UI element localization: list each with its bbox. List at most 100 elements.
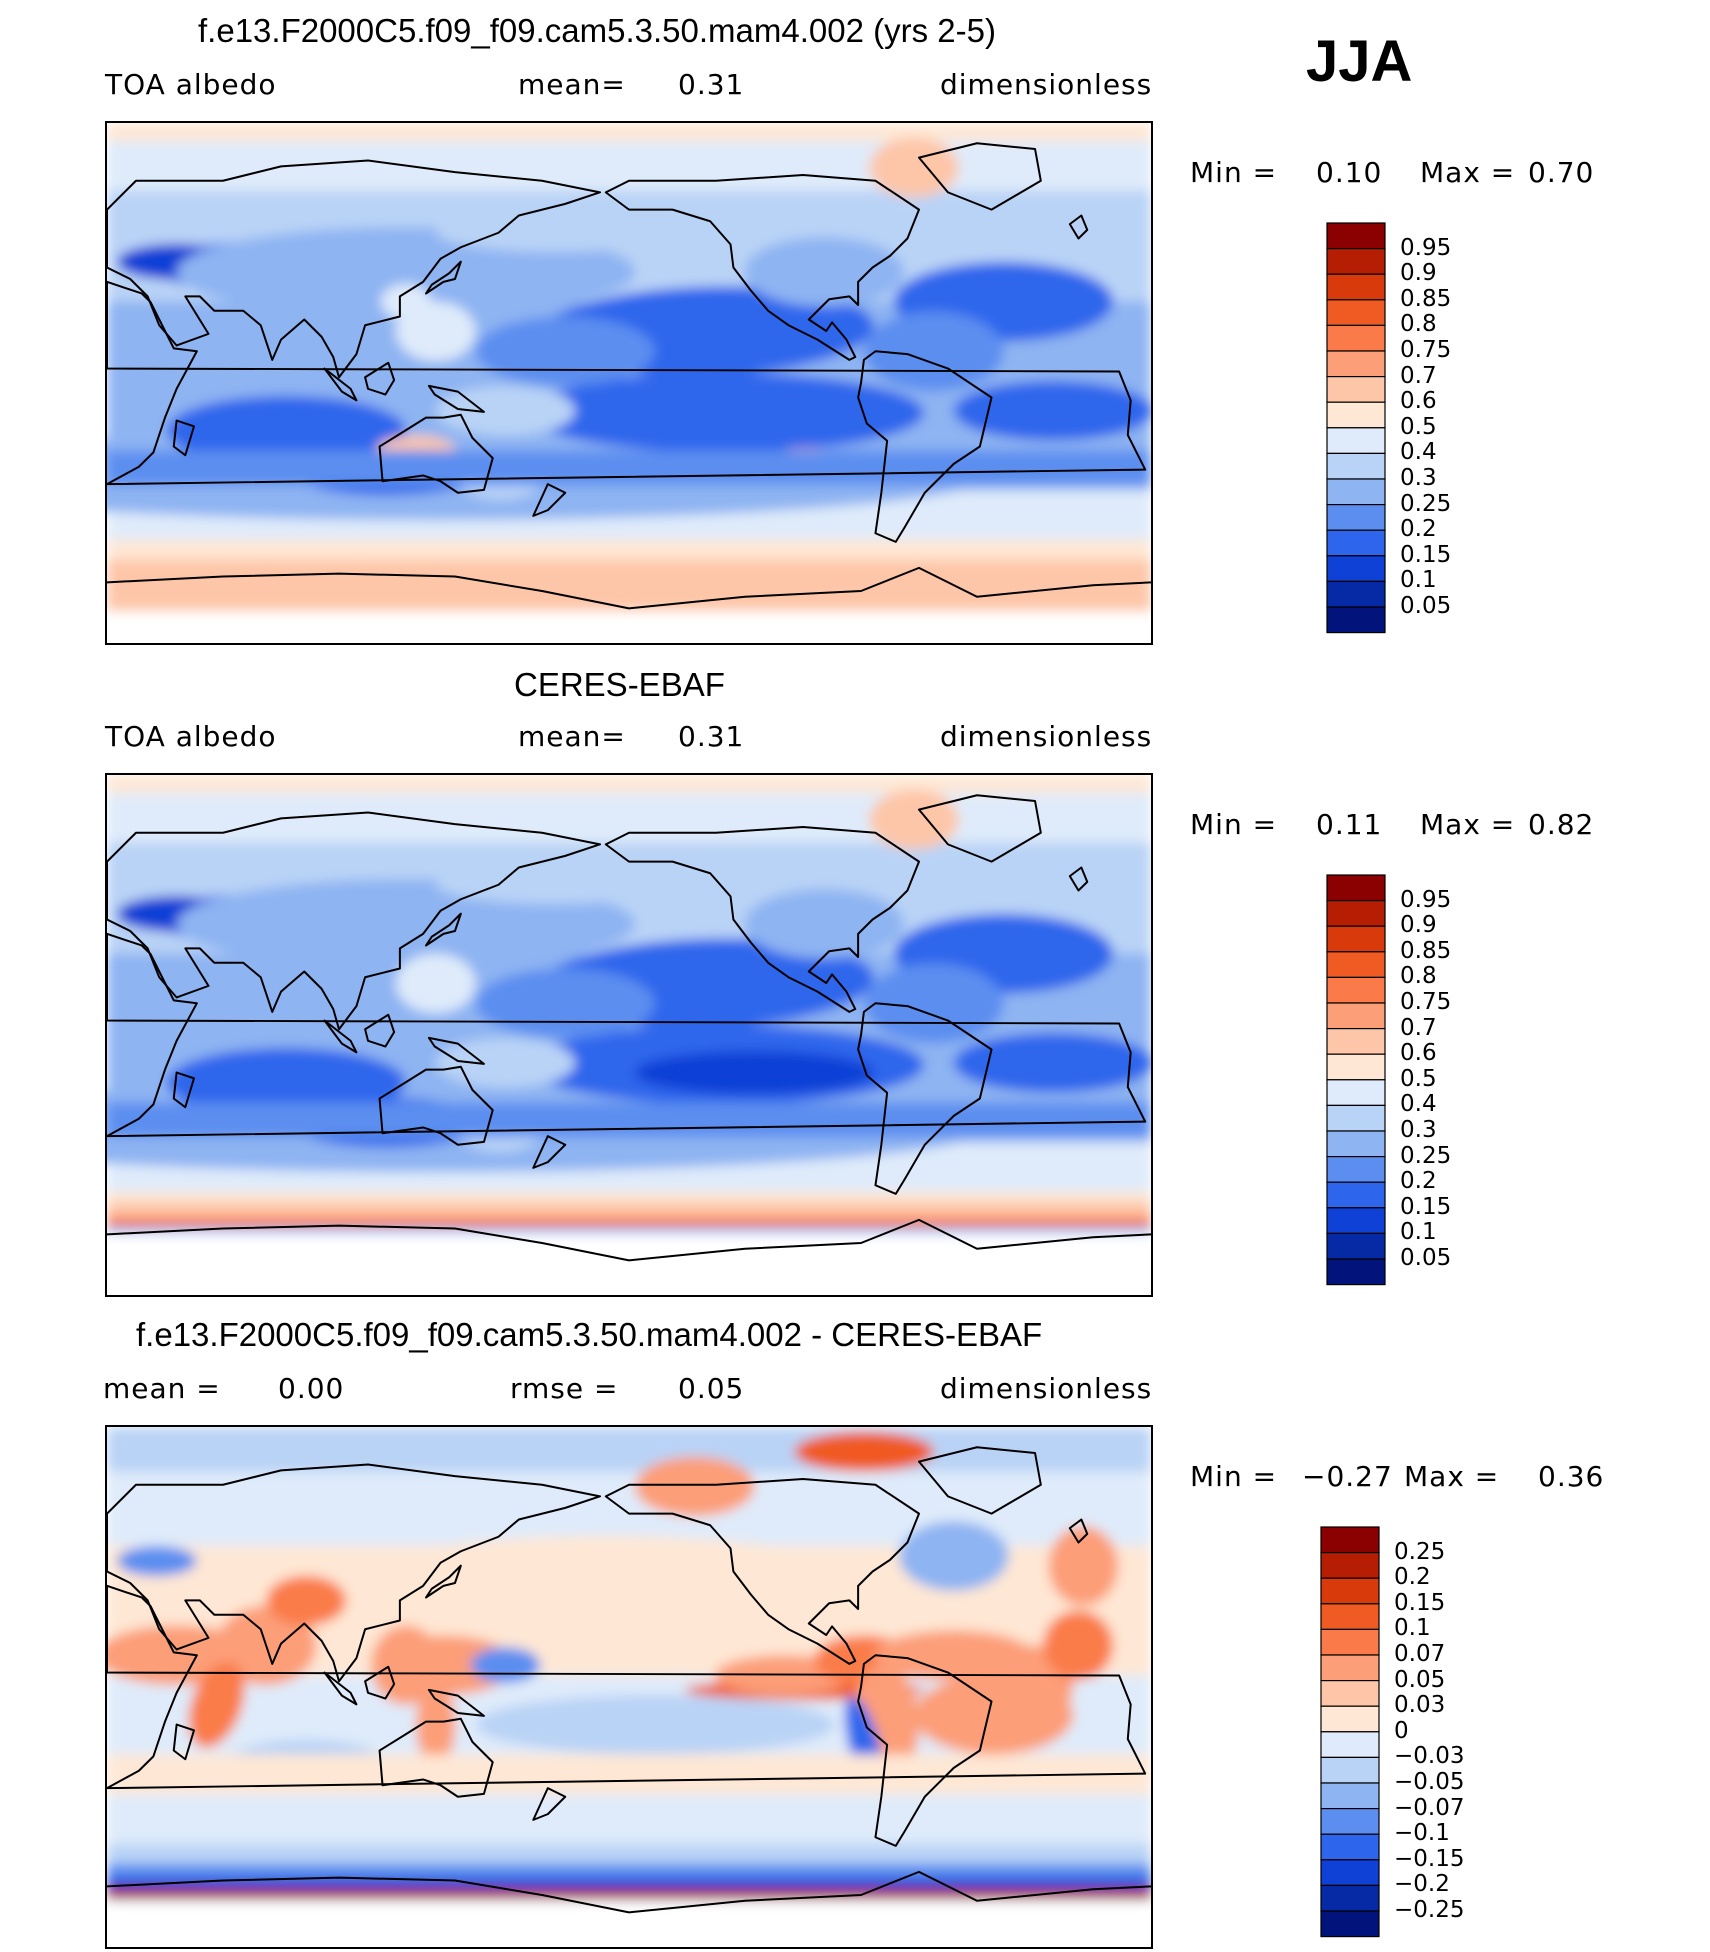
colorbar-tick-label: 0.15 <box>1400 1193 1452 1220</box>
colorbar-swatch <box>1326 324 1386 352</box>
colorbar-swatch <box>1320 1577 1380 1605</box>
panel-1-map <box>105 121 1153 645</box>
map-field-svg <box>107 1427 1151 1947</box>
panel-3-min-value: −0.27 <box>1302 1460 1393 1493</box>
colorbar-swatch <box>1326 1258 1386 1286</box>
colorbar-swatch <box>1320 1833 1380 1861</box>
colorbar-tick-label: 0.9 <box>1400 260 1437 287</box>
colorbar-tick-label: 0.05 <box>1400 1245 1452 1271</box>
colorbar-tick-label: 0.1 <box>1400 567 1437 594</box>
colorbar-swatch <box>1326 1104 1386 1132</box>
colorbar-tick-label: 0.2 <box>1400 1168 1437 1195</box>
colorbar-swatch <box>1320 1782 1380 1810</box>
colorbar-swatch <box>1326 1002 1386 1030</box>
colorbar-swatch <box>1326 606 1386 634</box>
colorbar-tick-label: 0.7 <box>1400 362 1437 389</box>
coastline-sumatra <box>323 367 358 402</box>
colorbar-tick-label: 0.25 <box>1400 1142 1452 1169</box>
panel-1-mean-value: 0.31 <box>678 68 745 101</box>
colorbar-swatch <box>1320 1603 1380 1631</box>
colorbar-swatch <box>1320 1884 1380 1912</box>
colorbar-swatch <box>1326 376 1386 403</box>
colorbar-swatch <box>1326 1207 1386 1234</box>
colorbar-tick-label: −0.2 <box>1394 1871 1450 1898</box>
panel-2-mean-label: mean= <box>518 720 626 753</box>
coastline-antarctica <box>107 1870 1151 1914</box>
panel-1-colorbar: 0.95 0.9 0.85 0.8 0.75 0.7 0.6 0.5 0.4 0.3 0.25 0.2… <box>1326 222 1451 639</box>
colorbar-swatch <box>1326 1053 1386 1081</box>
colorbar-swatch <box>1326 299 1386 327</box>
colorbar-swatch <box>1326 976 1386 1004</box>
panel-3-title: f.e13.F2000C5.f09_f09.cam5.3.50.mam4.002… <box>136 1316 1043 1353</box>
coastline-africa <box>107 1584 1147 1790</box>
coastline-greenland <box>917 1446 1042 1515</box>
colorbar-swatch <box>1326 1130 1386 1158</box>
panel-2-title: CERES-EBAF <box>514 666 725 703</box>
colorbar-swatch <box>1320 1552 1380 1579</box>
panel-1-mean-label: mean= <box>518 68 626 101</box>
coastline-nz <box>532 1135 567 1169</box>
colorbar-tick-label: −0.1 <box>1394 1820 1450 1847</box>
coastline-namerica <box>604 826 920 1013</box>
colorbar-swatch <box>1326 1156 1386 1183</box>
panel-3-min-label: Min = <box>1190 1460 1278 1493</box>
panel-1-min-label: Min = <box>1190 156 1278 189</box>
map-field-svg <box>107 775 1151 1295</box>
colorbar-swatch <box>1326 1232 1386 1260</box>
coastline-australia <box>378 1717 494 1798</box>
coastline-japan <box>424 1564 462 1599</box>
coastline-nz <box>532 1787 567 1821</box>
colorbar-tick-label: 0.1 <box>1400 1219 1437 1246</box>
colorbar-swatch <box>1326 1028 1386 1055</box>
coastline-antarctica <box>107 566 1151 610</box>
colorbar-tick-label: 0.25 <box>1400 490 1452 517</box>
coastline-namerica <box>604 1478 920 1665</box>
colorbar-tick-label: 0.03 <box>1394 1692 1446 1719</box>
colorbar-swatch <box>1320 1680 1380 1707</box>
colorbar-tick-label: 0.9 <box>1400 912 1437 939</box>
panel-3-map <box>105 1425 1153 1949</box>
panel-3-rmse-value: 0.05 <box>678 1372 745 1405</box>
colorbar-svg <box>1326 222 1386 634</box>
colorbar-swatch <box>1320 1808 1380 1835</box>
panel-2-colorbar: 0.95 0.9 0.85 0.8 0.75 0.7 0.6 0.5 0.4 0.3 0.25 0.2… <box>1326 874 1451 1291</box>
colorbar-tick-label: −0.15 <box>1394 1845 1465 1872</box>
coastline-uk <box>1068 214 1089 240</box>
coastline-samerica <box>857 1002 993 1195</box>
panel-3-rmse-label: rmse = <box>510 1372 619 1405</box>
panel-1-max-value: 0.70 <box>1528 156 1595 189</box>
colorbar-tick-label: −0.25 <box>1394 1897 1465 1923</box>
colorbar-swatch <box>1326 504 1386 531</box>
coastline-borneo <box>364 1013 396 1048</box>
panel-1-max-label: Max = <box>1420 156 1516 189</box>
colorbar-swatch <box>1326 529 1386 557</box>
colorbar-tick-label: 0.2 <box>1400 516 1437 543</box>
colorbar-tick-label: 0.5 <box>1400 1065 1437 1092</box>
colorbar-swatch <box>1326 925 1386 953</box>
colorbar-tick-label: 0.3 <box>1400 465 1437 491</box>
panel-2-max-value: 0.82 <box>1528 808 1595 841</box>
colorbar-swatch <box>1326 1181 1386 1209</box>
colorbar-tick-label: 0.3 <box>1400 1117 1437 1143</box>
coastline-antarctica <box>107 1218 1151 1262</box>
colorbar-tick-label: 0.85 <box>1400 937 1452 964</box>
panel-3-colorbar: 0.25 0.2 0.15 0.1 0.07 0.05 0.03 0 −0.03 −0.05 −0.… <box>1320 1526 1464 1943</box>
colorbar-tick-label: 0.2 <box>1394 1564 1431 1591</box>
coastline-newguinea <box>427 384 485 413</box>
colorbar-swatch <box>1326 222 1386 250</box>
colorbar-swatch <box>1326 580 1386 608</box>
coastline-japan <box>424 912 462 947</box>
colorbar-tick-label: 0.7 <box>1400 1014 1437 1041</box>
coastline-australia <box>378 413 494 494</box>
coastline-uk <box>1068 866 1089 892</box>
colorbar-tick-label: 0.4 <box>1400 439 1437 466</box>
coastline-nz <box>532 483 567 517</box>
panel-2-min-value: 0.11 <box>1316 808 1383 841</box>
colorbar-swatch <box>1326 401 1386 429</box>
colorbar-swatch <box>1326 350 1386 378</box>
colorbar-tick-label: 0.85 <box>1400 285 1452 312</box>
colorbar-swatch <box>1326 900 1386 927</box>
panel-2-variable: TOA albedo <box>105 720 277 753</box>
coastline-newguinea <box>427 1036 485 1065</box>
colorbar-tick-label: 0.25 <box>1394 1538 1446 1565</box>
